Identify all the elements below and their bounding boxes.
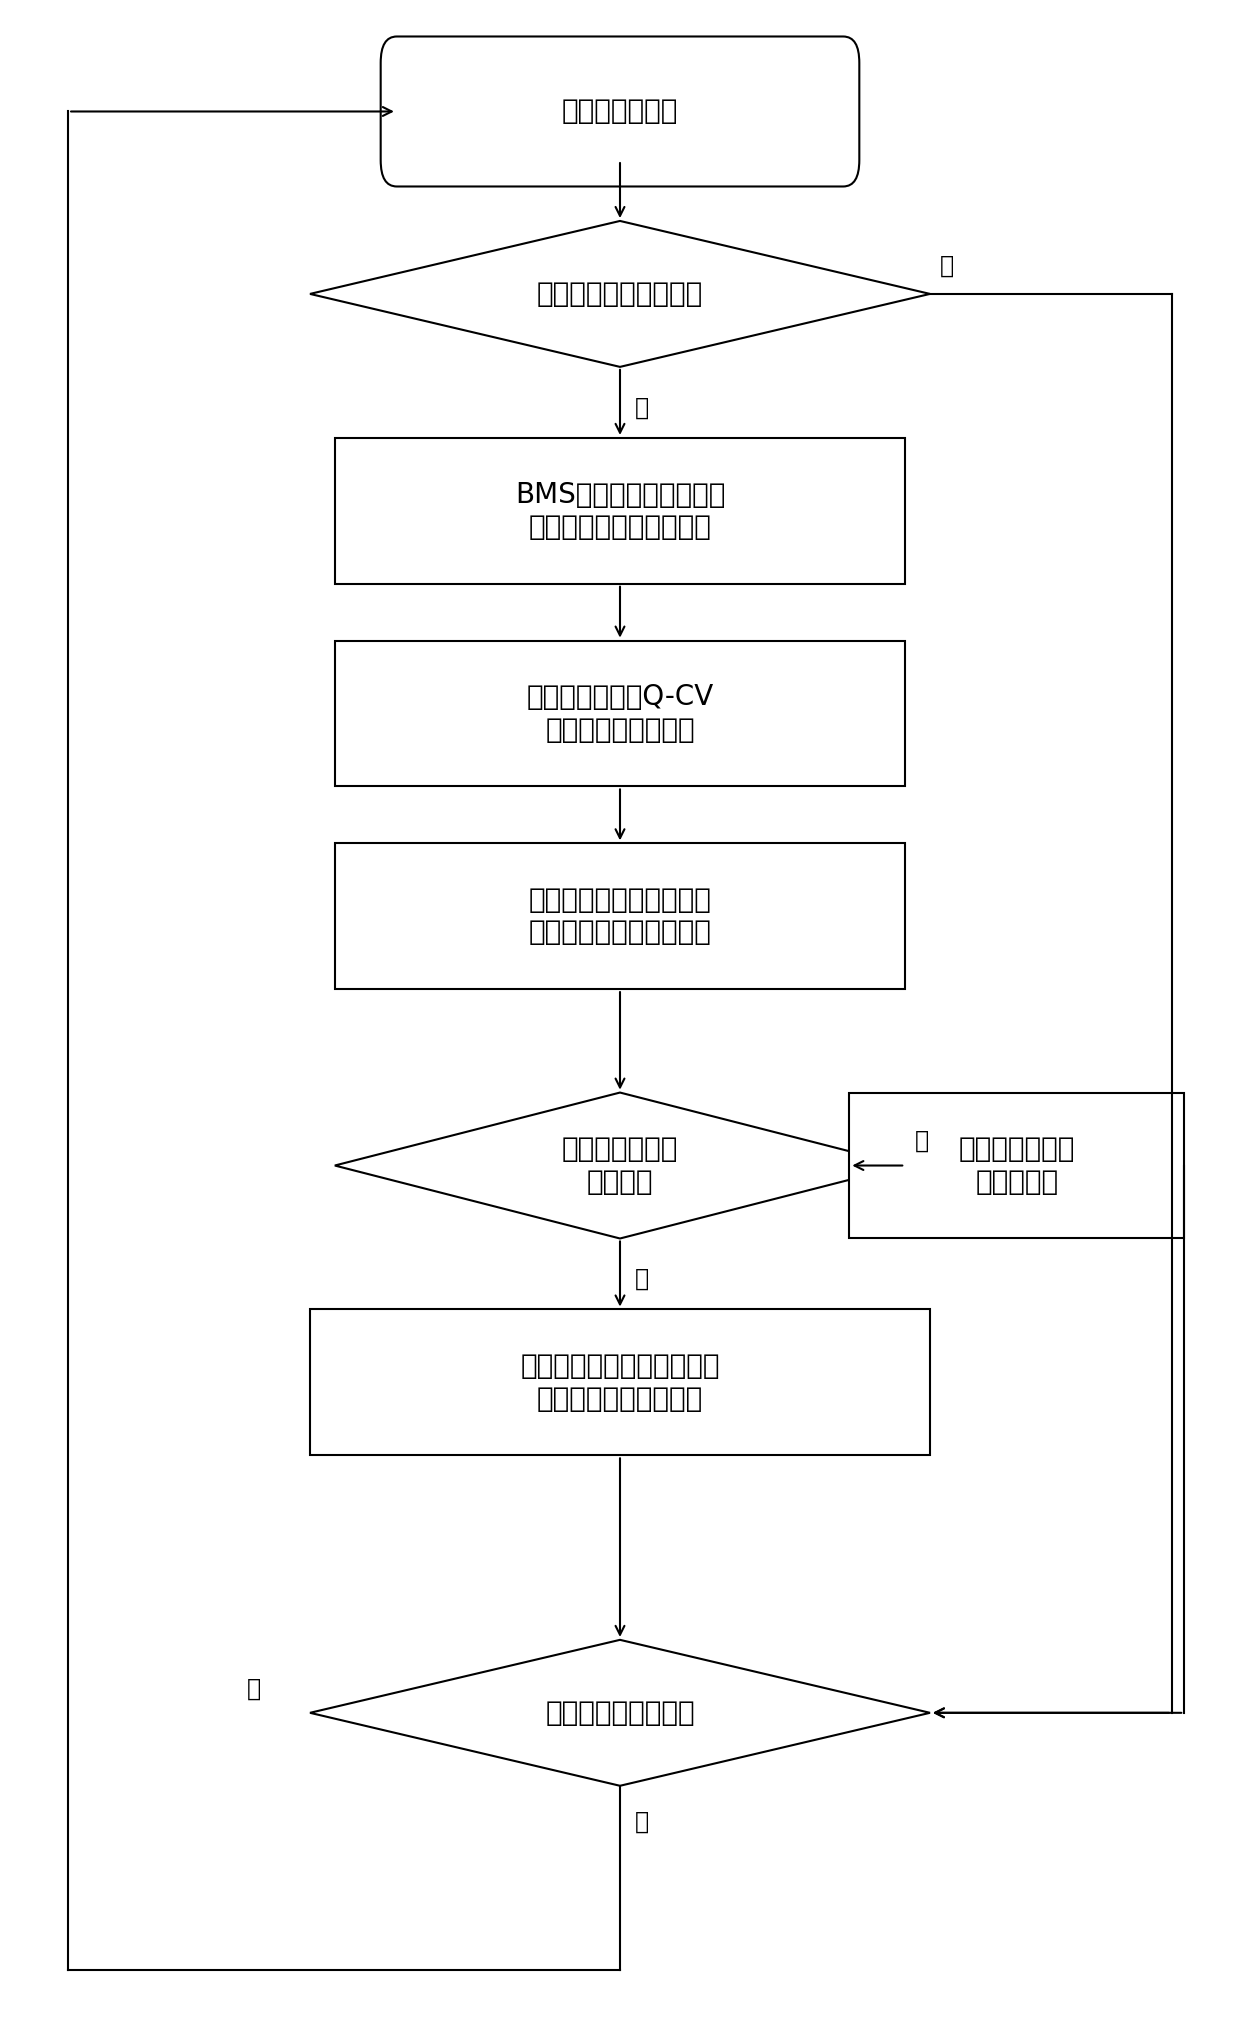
Text: 是: 是 [635,1810,649,1834]
Text: 无微短路故障，
并输出结果: 无微短路故障， 并输出结果 [959,1135,1075,1196]
Text: 充电时间大于预设时间: 充电时间大于预设时间 [537,280,703,308]
Polygon shape [335,1093,905,1238]
Polygon shape [310,221,930,367]
Text: 电池包充满时刻: 电池包充满时刻 [562,97,678,126]
Text: 微短路电流大于
诊断阈值: 微短路电流大于 诊断阈值 [562,1135,678,1196]
Bar [335,641,905,786]
Text: 各单体电压值查Q-CV
表格得到各单体电量: 各单体电压值查Q-CV 表格得到各单体电量 [526,683,714,744]
Text: 否: 否 [247,1676,262,1701]
Polygon shape [310,1640,930,1786]
Text: 否: 否 [940,253,954,278]
Text: 有微短路故障，进一步评估
严重程度，并输出结果: 有微短路故障，进一步评估 严重程度，并输出结果 [521,1352,719,1413]
Text: 是: 是 [635,395,649,420]
Text: BMS记录充电结束那一时
刻的时间和各单体电压值: BMS记录充电结束那一时 刻的时间和各单体电压值 [515,480,725,541]
FancyBboxPatch shape [381,36,859,186]
Text: 是: 是 [635,1267,649,1291]
Bar [335,843,905,989]
Text: 计算与上次充满时的电量
差值，并计算微短路电流: 计算与上次充满时的电量 差值，并计算微短路电流 [528,886,712,947]
Bar [310,1309,930,1455]
Bar [335,438,905,584]
Text: 电池包又一次被充满: 电池包又一次被充满 [546,1699,694,1727]
Bar [849,1093,1184,1238]
Text: 否: 否 [915,1129,929,1153]
